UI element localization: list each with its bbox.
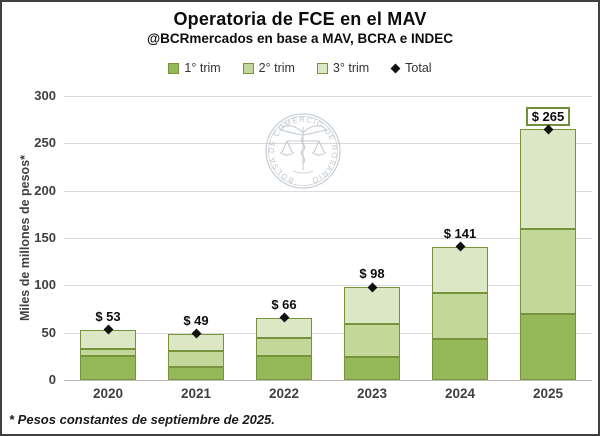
- total-label: $ 98: [359, 266, 385, 282]
- bar-segment: [168, 366, 224, 380]
- gridline: [64, 285, 592, 287]
- bcr-rosario-seal-watermark: BOLSA DE COMERCIO DE ROSARIO: [265, 113, 341, 189]
- x-tick-label: 2021: [180, 386, 212, 401]
- bar-segment: [432, 339, 488, 380]
- footnote: * Pesos constantes de septiembre de 2025…: [9, 412, 275, 427]
- legend-swatch: [316, 62, 328, 74]
- legend-diamond-icon: [390, 63, 401, 73]
- x-tick-label: 2025: [532, 386, 564, 401]
- y-tick-label: 50: [41, 324, 56, 340]
- total-label: $ 141: [443, 225, 477, 241]
- legend-label: 3° trim: [332, 61, 370, 75]
- legend-item: 3° trim: [316, 61, 370, 75]
- legend-item-total: Total: [390, 61, 432, 75]
- legend-item: 1° trim: [168, 61, 221, 75]
- legend-swatch: [242, 62, 254, 74]
- chart-title: Operatoria de FCE en el MAV: [173, 9, 427, 29]
- bar-segment: [80, 356, 136, 380]
- bar-segment: [168, 350, 224, 367]
- gridline: [64, 96, 592, 97]
- legend-item: 2° trim: [242, 61, 295, 75]
- total-label: $ 265: [503, 107, 593, 127]
- bar-segment: [344, 324, 400, 358]
- y-tick-label: 200: [34, 182, 56, 198]
- total-label: $ 49: [183, 312, 209, 328]
- gridline: [64, 190, 592, 192]
- bar-segment: [256, 338, 312, 357]
- y-tick-label: 300: [34, 88, 56, 103]
- gridline: [64, 238, 592, 239]
- bar-segment: [344, 287, 400, 325]
- bar-segment: [80, 348, 136, 357]
- bar-segment: [344, 357, 400, 380]
- caduceus-scales-emblem: [279, 125, 327, 174]
- y-tick-label: 250: [34, 135, 56, 151]
- y-tick-label: 150: [34, 230, 56, 245]
- chart-subtitle: @BCRmercados en base a MAV, BCRA e INDEC: [147, 31, 453, 46]
- total-label: $ 53: [95, 308, 121, 324]
- gridline: [64, 143, 592, 145]
- bar-segment: [432, 292, 488, 340]
- bar-segment: [256, 356, 312, 380]
- bar-segment: [520, 313, 576, 380]
- x-tick-label: 2024: [444, 386, 476, 401]
- x-tick-label: 2022: [268, 386, 300, 401]
- plot-area: [64, 96, 592, 381]
- boxed-total-label: $ 265: [525, 107, 571, 127]
- legend: 1° trim 2° trim 3° trim Total: [2, 61, 598, 75]
- legend-swatch: [168, 62, 180, 74]
- bar-segment: [520, 129, 576, 229]
- x-axis-line: [64, 380, 592, 381]
- legend-label: 2° trim: [258, 61, 295, 75]
- bar-segment: [432, 246, 488, 293]
- x-tick-label: 2023: [356, 386, 388, 401]
- gridline: [64, 332, 592, 334]
- seal-inner-ring: [268, 116, 338, 186]
- bar-segment: [520, 228, 576, 314]
- legend-label: 1° trim: [184, 61, 221, 75]
- total-label: $ 66: [271, 296, 297, 312]
- seal-outer-ring: [265, 113, 341, 189]
- y-tick-label: 100: [34, 277, 56, 293]
- legend-label: Total: [405, 61, 432, 75]
- y-tick-label: 0: [48, 372, 56, 387]
- x-tick-label: 2020: [92, 386, 124, 401]
